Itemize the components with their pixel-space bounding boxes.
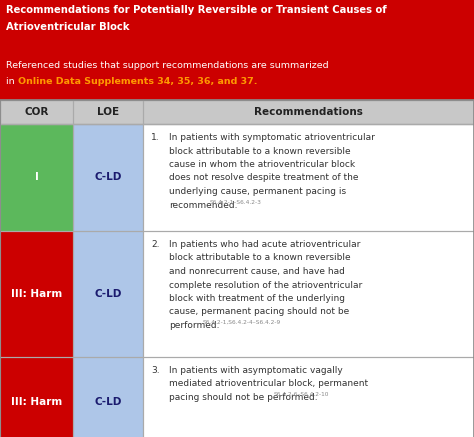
Text: performed.: performed. bbox=[169, 321, 219, 330]
Text: In patients who had acute atrioventricular: In patients who had acute atrioventricul… bbox=[169, 240, 360, 249]
Text: pacing should not be performed.: pacing should not be performed. bbox=[169, 393, 318, 402]
Text: III: Harm: III: Harm bbox=[11, 289, 62, 299]
Bar bbox=[143, 357, 474, 437]
Text: In patients with symptomatic atrioventricular: In patients with symptomatic atrioventri… bbox=[169, 133, 375, 142]
Text: underlying cause, permanent pacing is: underlying cause, permanent pacing is bbox=[169, 187, 346, 196]
Text: does not resolve despite treatment of the: does not resolve despite treatment of th… bbox=[169, 173, 358, 183]
Text: In patients with asymptomatic vagally: In patients with asymptomatic vagally bbox=[169, 366, 343, 375]
Text: III: Harm: III: Harm bbox=[11, 397, 62, 407]
Text: Recommendations for Potentially Reversible or Transient Causes of: Recommendations for Potentially Reversib… bbox=[6, 5, 387, 15]
Bar bbox=[73, 100, 143, 124]
Text: block attributable to a known reversible: block attributable to a known reversible bbox=[169, 146, 351, 156]
Text: S6.4.2-1,S6.4.2-4–S6.4.2-9: S6.4.2-1,S6.4.2-4–S6.4.2-9 bbox=[203, 320, 281, 325]
Text: in: in bbox=[6, 77, 18, 86]
Bar bbox=[73, 231, 143, 357]
Bar bbox=[73, 231, 143, 357]
Text: 3.: 3. bbox=[151, 366, 160, 375]
Text: C-LD: C-LD bbox=[94, 173, 122, 183]
Bar bbox=[143, 231, 474, 357]
Text: complete resolution of the atrioventricular: complete resolution of the atrioventricu… bbox=[169, 281, 362, 289]
Bar bbox=[73, 357, 143, 437]
Bar bbox=[143, 357, 474, 437]
Bar bbox=[0, 100, 474, 124]
Bar bbox=[143, 231, 474, 357]
Text: C-LD: C-LD bbox=[94, 289, 122, 299]
Bar bbox=[73, 124, 143, 231]
Bar bbox=[0, 124, 73, 231]
Text: Recommendations: Recommendations bbox=[254, 107, 363, 117]
Text: block with treatment of the underlying: block with treatment of the underlying bbox=[169, 294, 345, 303]
Bar bbox=[143, 124, 474, 231]
Bar bbox=[0, 0, 474, 56]
Bar bbox=[0, 357, 73, 437]
Bar bbox=[143, 100, 474, 124]
Bar bbox=[0, 231, 73, 357]
Text: COR: COR bbox=[24, 107, 49, 117]
Text: mediated atrioventricular block, permanent: mediated atrioventricular block, permane… bbox=[169, 379, 368, 388]
Bar bbox=[73, 357, 143, 437]
Bar bbox=[0, 100, 474, 437]
Text: 2.: 2. bbox=[151, 240, 159, 249]
Text: S6.4.2-1–S6.4.2-3: S6.4.2-1–S6.4.2-3 bbox=[210, 200, 262, 205]
Text: LOE: LOE bbox=[97, 107, 119, 117]
Text: recommended.: recommended. bbox=[169, 201, 237, 209]
Text: S6.4.2-6–S6.4.2-10: S6.4.2-6–S6.4.2-10 bbox=[274, 392, 329, 397]
Bar bbox=[73, 124, 143, 231]
Text: Referenced studies that support recommendations are summarized: Referenced studies that support recommen… bbox=[6, 61, 328, 70]
Bar bbox=[0, 100, 474, 124]
Text: cause, permanent pacing should not be: cause, permanent pacing should not be bbox=[169, 308, 349, 316]
Text: cause in whom the atrioventricular block: cause in whom the atrioventricular block bbox=[169, 160, 355, 169]
Bar bbox=[0, 357, 73, 437]
Bar bbox=[0, 56, 474, 100]
Bar bbox=[0, 231, 73, 357]
Bar bbox=[0, 124, 73, 231]
Text: I: I bbox=[35, 173, 38, 183]
Text: Atrioventricular Block: Atrioventricular Block bbox=[6, 22, 129, 32]
Text: C-LD: C-LD bbox=[94, 397, 122, 407]
Text: 1.: 1. bbox=[151, 133, 160, 142]
Text: Online Data Supplements 34, 35, 36, and 37.: Online Data Supplements 34, 35, 36, and … bbox=[18, 77, 257, 86]
Text: and nonrecurrent cause, and have had: and nonrecurrent cause, and have had bbox=[169, 267, 345, 276]
Text: block attributable to a known reversible: block attributable to a known reversible bbox=[169, 253, 351, 263]
Bar bbox=[143, 124, 474, 231]
Bar bbox=[0, 100, 73, 124]
